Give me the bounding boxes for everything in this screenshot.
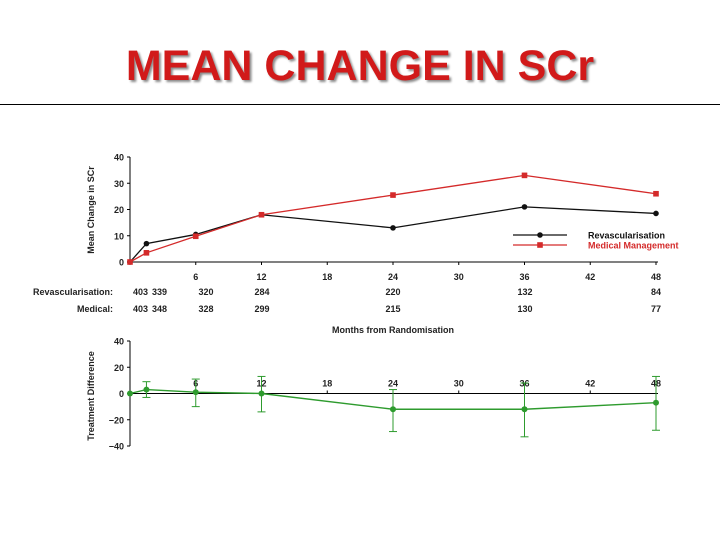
x-tick-label: 6 [193,272,198,282]
at-risk-value: 403 [133,287,148,297]
difference-point [390,406,396,413]
at-risk-value: 339 [152,287,167,297]
difference-point [127,390,133,397]
y-tick-label: −20 [109,415,124,425]
difference-point [192,389,199,396]
legend-marker-0 [537,232,543,238]
x-tick-label: 18 [322,272,332,282]
series-line-1 [129,174,657,263]
y-axis-label: Mean Change in SCr [86,166,96,254]
x-tick-label: 24 [388,272,398,282]
y-tick-label: 40 [114,337,124,347]
y-tick-label: 20 [114,205,124,215]
at-risk-value: 403 [133,304,148,314]
at-risk-value: 84 [651,287,661,297]
x-tick-label: 30 [454,379,464,389]
at-risk-value: 284 [254,287,269,297]
revasc-point [390,225,396,231]
y-tick-label: 10 [114,231,124,241]
at-risk-row-label: Medical: [77,304,113,314]
medical-point [127,259,133,265]
x-tick-label: 30 [454,272,464,282]
x-tick-label: 42 [585,379,595,389]
y-tick-label: 40 [114,153,124,163]
difference-point [258,390,265,397]
at-risk-value: 328 [198,304,213,314]
at-risk-value: 299 [254,304,269,314]
at-risk-value: 348 [152,304,167,314]
y-tick-label: 0 [119,389,124,399]
x-axis-label: Months from Randomisation [332,325,454,335]
y-tick-label: 30 [114,179,124,189]
x-tick-label: 48 [651,272,661,282]
medical-point [143,250,150,256]
difference-point [653,399,659,406]
medical-point [258,211,265,218]
slide-title: MEAN CHANGE IN SCr [125,42,595,90]
x-tick-label: 18 [322,379,332,389]
x-tick-label: 36 [519,272,529,282]
at-risk-value: 77 [651,304,661,314]
revasc-point [521,204,528,210]
legend-label-1: Medical Management [588,241,679,251]
medical-point [192,233,199,240]
at-risk-value: 320 [198,287,213,297]
medical-point [653,190,659,197]
at-risk-value: 215 [385,304,400,314]
legend-label-0: Revascularisation [588,231,665,241]
y-tick-label: −40 [109,442,124,452]
difference-point [521,406,528,413]
medical-point [390,192,396,198]
series-line-0 [129,206,657,263]
at-risk-value: 132 [517,287,532,297]
top-chart: 0 10 20 30 40 6 12 18 24 30 36 42 48 Mean Change in S… [86,153,679,283]
x-tick-label: 12 [256,272,266,282]
medical-point [521,172,528,179]
y-tick-label: 0 [119,258,124,268]
title-divider [0,104,720,105]
at-risk-table: Revascularisation: 403 339 320 284 220 132 84 Me… [33,287,661,335]
y-tick-label: 20 [114,363,124,373]
legend-marker-1 [537,242,543,248]
at-risk-row-label: Revascularisation: [33,287,113,297]
x-tick-label: 42 [585,272,595,282]
y-axis-label: Treatment Difference [86,351,96,441]
x-tick-label: 24 [388,379,398,389]
revasc-point [653,210,659,217]
difference-point [143,386,150,393]
revasc-point [143,240,150,247]
at-risk-value: 220 [385,287,400,297]
at-risk-value: 130 [517,304,532,314]
